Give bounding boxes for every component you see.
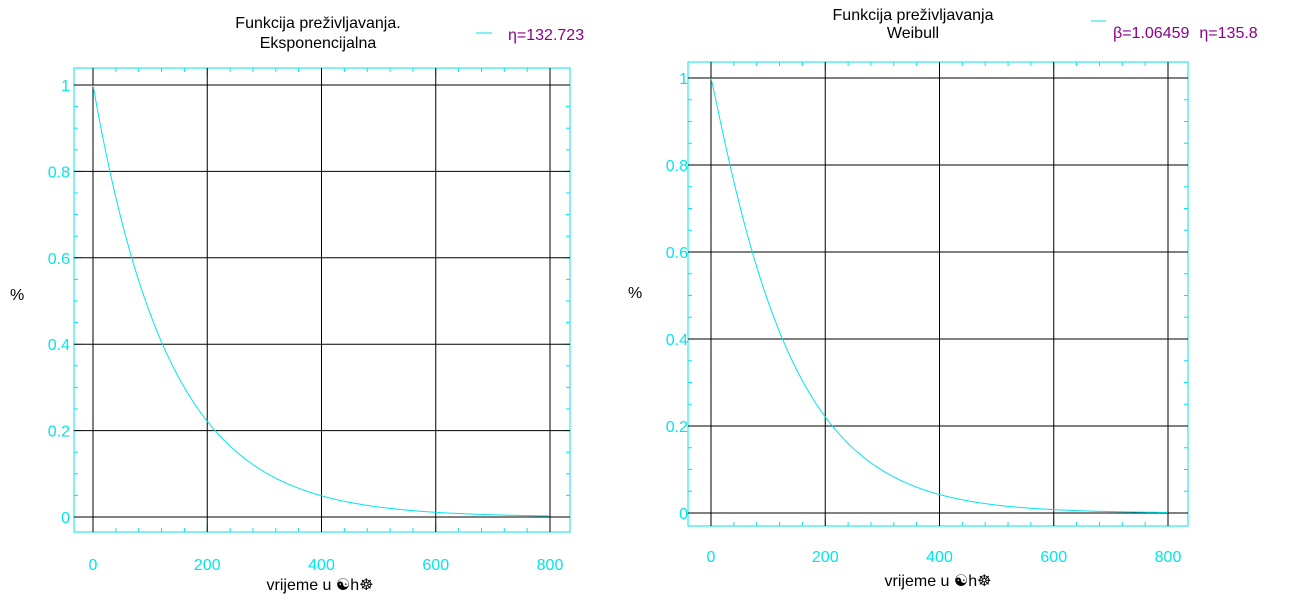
y-tick-label: 0.8	[48, 164, 70, 181]
survival-curve	[710, 77, 1169, 513]
plot-area: 0 200 400 600 800 0 0.2 0.4 0.6 0.8 1	[48, 67, 571, 574]
x-axis-label: vrijeme u ☯h☸	[885, 573, 992, 590]
y-tick-label: 1	[679, 71, 688, 88]
y-axis-label: %	[628, 285, 642, 302]
x-tick-label: 200	[194, 557, 221, 574]
x-axis-label: vrijeme u ☯h☸	[267, 577, 374, 594]
y-tick-label: 0.4	[48, 337, 70, 354]
legend-symbol: η	[508, 27, 517, 44]
y-tick-label: 0.2	[48, 424, 70, 441]
x-tick-label: 400	[926, 549, 953, 566]
y-tick-label: 0.6	[666, 245, 688, 262]
survival-curve	[92, 84, 551, 517]
chart-weibull: Funkcija preživljavanja Weibull β=1.0645…	[628, 7, 1258, 590]
chart-title-line1: Funkcija preživljavanja.	[235, 15, 400, 32]
x-tick-label: 200	[812, 549, 839, 566]
chart-exponential: Funkcija preživljavanja. Eksponencijalna…	[10, 15, 584, 594]
x-tick-label: 600	[422, 557, 449, 574]
x-tick-label: 0	[89, 557, 98, 574]
plot-frame	[687, 61, 1189, 527]
x-tick-label: 400	[308, 557, 335, 574]
legend-value: =135.8	[1208, 25, 1257, 42]
y-tick-label: 0.6	[48, 251, 70, 268]
legend-entry: β=1.06459 η=135.8	[1113, 25, 1258, 42]
y-tick-label: 0.4	[666, 332, 688, 349]
y-tick-label: 0	[61, 510, 70, 527]
x-tick-label: 600	[1040, 549, 1067, 566]
legend-value: =132.723	[517, 27, 584, 44]
y-tick-label: 1	[61, 78, 70, 95]
legend-symbol: β	[1113, 25, 1122, 42]
legend-symbol: η	[1199, 25, 1208, 42]
x-tick-label: 800	[1155, 549, 1182, 566]
x-tick-label: 800	[537, 557, 564, 574]
plot-area: 0 200 400 600 800 0 0.2 0.4 0.6 0.8 1	[666, 61, 1189, 566]
chart-title-line2: Weibull	[887, 25, 939, 42]
chart-title-line1: Funkcija preživljavanja	[833, 7, 994, 24]
y-axis-label: %	[10, 287, 24, 304]
y-tick-label: 0	[679, 506, 688, 523]
y-tick-label: 0.8	[666, 158, 688, 175]
y-tick-label: 0.2	[666, 419, 688, 436]
legend-value: =1.06459	[1122, 25, 1189, 42]
chart-title-line2: Eksponencijalna	[260, 35, 377, 52]
x-tick-label: 0	[707, 549, 716, 566]
legend-entry: η=132.723	[508, 27, 584, 44]
